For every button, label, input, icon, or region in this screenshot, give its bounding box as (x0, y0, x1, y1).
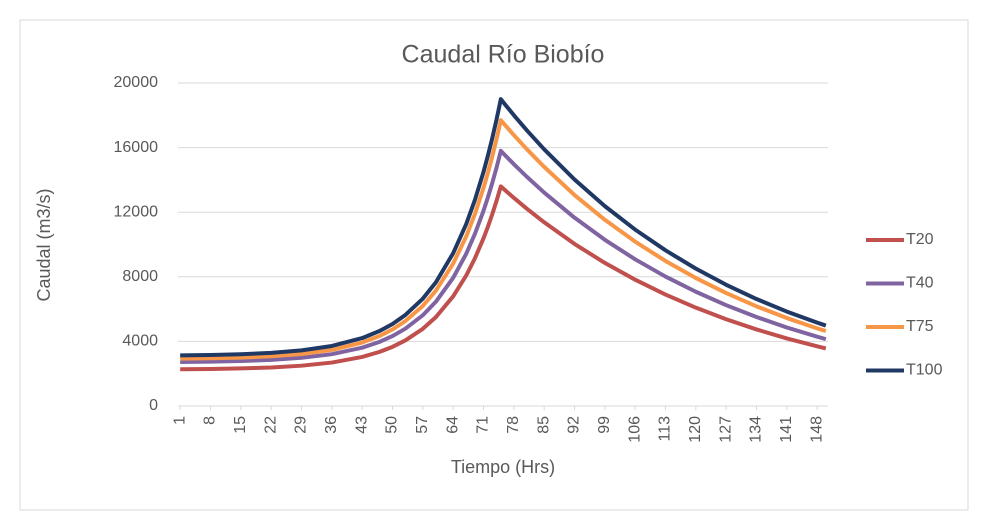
x-tick-label: 36 (323, 416, 340, 434)
x-tick-label: 78 (505, 416, 522, 434)
x-tick-label: 15 (232, 416, 249, 434)
y-tick-label: 0 (149, 397, 158, 414)
x-tick-label: 148 (808, 416, 825, 443)
series-line (180, 148, 827, 364)
chart-frame (19, 19, 969, 511)
x-tick-label: 43 (353, 416, 370, 434)
x-tick-label: 99 (596, 416, 613, 434)
series-line (180, 184, 827, 372)
x-tick-label: 1 (171, 416, 188, 425)
legend-label: T20 (906, 231, 934, 248)
x-tick-label: 141 (778, 416, 795, 443)
x-tick-label: 85 (535, 416, 552, 434)
x-tick-label: 134 (748, 416, 765, 443)
y-axis-label: Caudal (m3/s) (34, 188, 54, 301)
series-line (180, 118, 827, 361)
x-tick-label: 92 (566, 416, 583, 434)
y-tick-label: 8000 (122, 268, 158, 285)
x-tick-label: 57 (414, 416, 431, 434)
y-tick-label: 12000 (114, 203, 159, 220)
legend-label: T100 (906, 362, 943, 379)
chart-title: Caudal Río Biobío (402, 41, 605, 69)
y-tick-label: 20000 (114, 74, 159, 91)
x-tick-label: 71 (475, 416, 492, 434)
x-tick-label: 50 (384, 416, 401, 434)
series-line (180, 97, 827, 358)
legend-label: T75 (906, 318, 934, 335)
x-tick-label: 8 (202, 416, 219, 425)
x-tick-label: 127 (717, 416, 734, 443)
x-tick-label: 29 (293, 416, 310, 434)
x-tick-label: 113 (657, 416, 674, 442)
x-tick-label: 120 (687, 416, 704, 443)
y-tick-label: 16000 (114, 139, 159, 156)
y-tick-label: 4000 (122, 333, 158, 350)
legend-label: T40 (906, 275, 934, 292)
x-tick-label: 64 (444, 416, 461, 434)
x-axis-label: Tiempo (Hrs) (451, 457, 555, 477)
x-tick-label: 22 (262, 416, 279, 434)
x-tick-label: 106 (626, 416, 643, 443)
